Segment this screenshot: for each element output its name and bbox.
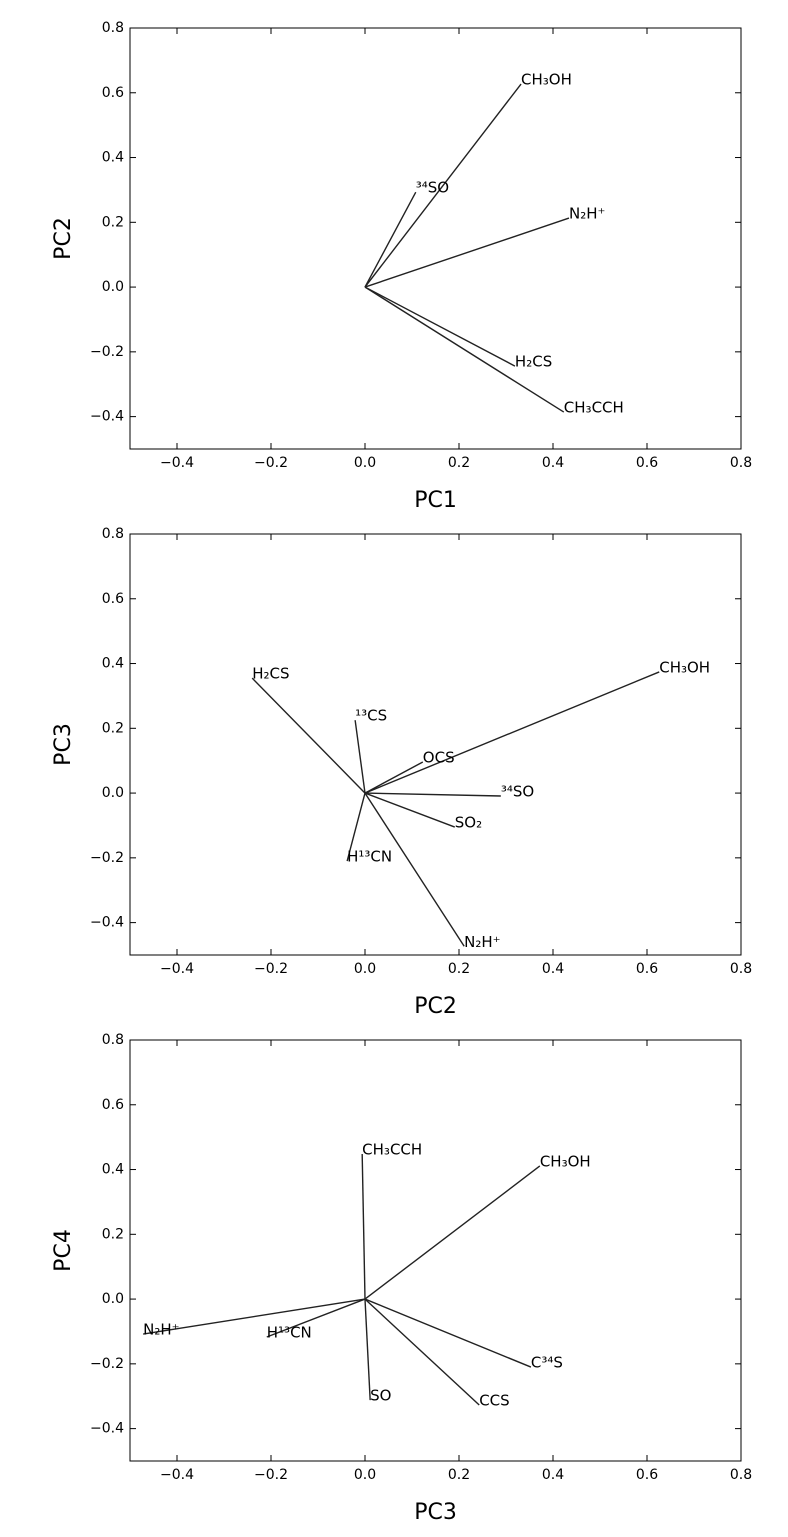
x-tick-label: 0.0 — [354, 1467, 376, 1483]
vector — [364, 1298, 532, 1368]
vector-label: C³⁴S — [531, 1354, 563, 1372]
vector — [364, 792, 456, 828]
subplot: −0.4 −0.2 0.0 0.2 0.4 0.6 0.8 −0.4 −0.2 0.0 0.2 0.4… — [51, 20, 752, 513]
x-axis-label: PC3 — [414, 1500, 457, 1525]
y-tick-label: 0.4 — [102, 1162, 124, 1178]
y-tick-label: −0.4 — [90, 915, 124, 931]
vector-label: H₂CS — [515, 353, 552, 371]
y-axis-label: PC4 — [51, 1229, 76, 1272]
x-axis-label: PC1 — [414, 488, 457, 513]
vector — [354, 720, 366, 794]
x-tick-label: 0.2 — [448, 1467, 470, 1483]
y-axis-label: PC2 — [51, 217, 76, 260]
vector — [364, 286, 516, 367]
x-tick-label: 0.8 — [730, 455, 752, 471]
vector — [364, 792, 501, 797]
x-tick-label: 0.4 — [542, 1467, 564, 1483]
y-axis-label: PC3 — [51, 723, 76, 766]
y-tick-label: 0.4 — [102, 150, 124, 166]
x-tick-label: −0.4 — [160, 455, 194, 471]
vector-label: H¹³CN — [267, 1323, 312, 1341]
y-tick-label: 0.2 — [102, 1226, 124, 1242]
y-tick-label: 0.8 — [102, 1032, 124, 1048]
y-tick-label: 0.8 — [102, 20, 124, 36]
x-tick-label: 0.6 — [636, 455, 658, 471]
y-tick-label: 0.6 — [102, 85, 124, 101]
plot-area — [129, 1039, 742, 1462]
x-tick-label: 0.2 — [448, 961, 470, 977]
vector — [251, 677, 366, 794]
x-tick-label: 0.6 — [636, 961, 658, 977]
vector — [364, 1165, 541, 1300]
vector — [364, 83, 522, 288]
y-tick-label: 0.2 — [102, 720, 124, 736]
vector — [364, 1298, 480, 1406]
plot-area — [129, 27, 742, 450]
vector-label: SO₂ — [455, 814, 482, 832]
y-tick-label: 0.0 — [102, 279, 124, 295]
vector-label: H₂CS — [252, 665, 289, 683]
y-tick-label: 0.8 — [102, 526, 124, 542]
vector-label: CH₃OH — [540, 1152, 591, 1170]
vector — [364, 792, 465, 947]
subplot: −0.4 −0.2 0.0 0.2 0.4 0.6 0.8 −0.4 −0.2 0.0 0.2 0.4… — [51, 526, 752, 1019]
vector-label: H¹³CN — [347, 848, 392, 866]
vector-label: CH₃OH — [659, 658, 710, 676]
vector-label: CH₃OH — [521, 71, 572, 89]
x-tick-label: 0.8 — [730, 961, 752, 977]
vector — [364, 191, 417, 288]
vector-label: SO — [370, 1387, 391, 1405]
vector-label: CH₃CCH — [362, 1140, 422, 1158]
x-tick-label: 0.0 — [354, 455, 376, 471]
vector-label: ¹³CS — [355, 707, 387, 725]
vector — [364, 1299, 371, 1401]
y-tick-label: −0.2 — [90, 850, 124, 866]
vector-label: CH₃CCH — [564, 399, 624, 417]
vector-label: OCS — [423, 748, 455, 766]
x-tick-label: 0.6 — [636, 1467, 658, 1483]
y-tick-label: 0.2 — [102, 214, 124, 230]
x-tick-label: 0.2 — [448, 455, 470, 471]
y-tick-label: 0.0 — [102, 1291, 124, 1307]
vector — [364, 761, 424, 794]
vector-label: CCS — [479, 1391, 509, 1409]
vector-label: ³⁴SO — [501, 782, 534, 800]
subplot: −0.4 −0.2 0.0 0.2 0.4 0.6 0.8 −0.4 −0.2 0.0 0.2 0.4… — [51, 1032, 752, 1525]
x-tick-label: 0.8 — [730, 1467, 752, 1483]
plot-area — [129, 533, 742, 956]
y-tick-label: 0.6 — [102, 1097, 124, 1113]
y-tick-label: 0.6 — [102, 591, 124, 607]
vector — [364, 671, 660, 794]
y-tick-label: 0.0 — [102, 785, 124, 801]
vector-label: N₂H⁺ — [569, 205, 605, 223]
y-tick-label: −0.4 — [90, 409, 124, 425]
x-tick-label: 0.0 — [354, 961, 376, 977]
vector — [361, 1153, 366, 1300]
vector — [143, 1298, 366, 1335]
y-tick-label: 0.4 — [102, 656, 124, 672]
vector-label: N₂H⁺ — [464, 933, 500, 951]
vector — [364, 286, 565, 413]
y-tick-label: −0.2 — [90, 1356, 124, 1372]
x-tick-label: −0.4 — [160, 961, 194, 977]
x-tick-label: 0.4 — [542, 961, 564, 977]
vector-label: ³⁴SO — [416, 179, 449, 197]
vector — [266, 1298, 366, 1338]
y-tick-label: −0.2 — [90, 344, 124, 360]
y-tick-label: −0.4 — [90, 1421, 124, 1437]
x-tick-label: −0.2 — [254, 1467, 288, 1483]
x-tick-label: 0.4 — [542, 455, 564, 471]
vector-label: N₂H⁺ — [143, 1321, 179, 1339]
x-tick-label: −0.4 — [160, 1467, 194, 1483]
x-tick-label: −0.2 — [254, 961, 288, 977]
x-axis-label: PC2 — [414, 994, 457, 1019]
vector — [346, 792, 366, 862]
x-tick-label: −0.2 — [254, 455, 288, 471]
vector — [364, 217, 570, 288]
